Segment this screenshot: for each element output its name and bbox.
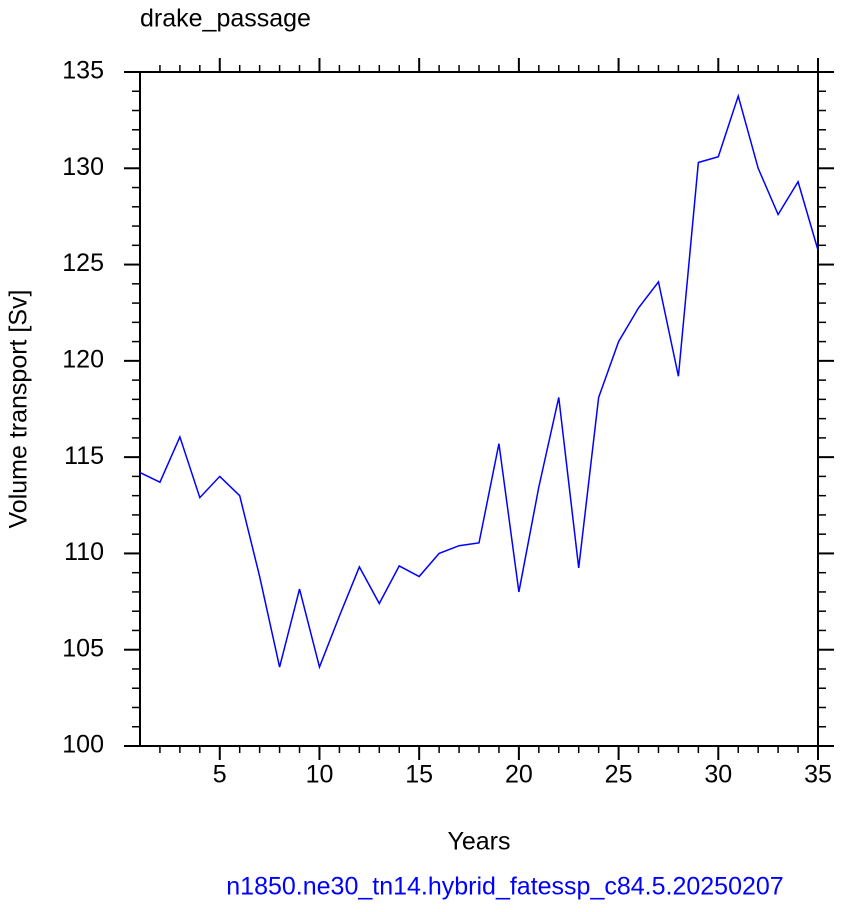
y-axis-label: Volume transport [Sv] bbox=[5, 289, 33, 528]
y-tick-label: 115 bbox=[64, 442, 104, 470]
y-tick-label: 105 bbox=[62, 634, 104, 662]
y-tick-label: 125 bbox=[62, 249, 104, 277]
y-tick-label: 110 bbox=[64, 538, 104, 566]
x-tick-label: 10 bbox=[306, 761, 334, 789]
y-tick-label: 130 bbox=[62, 153, 104, 181]
footer: n1850.ne30_tn14.hybrid_fatessp_c84.5.202… bbox=[226, 873, 783, 901]
data-line bbox=[139, 93, 819, 670]
x-tick-label: 25 bbox=[605, 761, 633, 789]
plot-frame bbox=[139, 71, 819, 747]
x-axis-label: Years bbox=[447, 828, 510, 856]
chart-title: drake_passage bbox=[140, 5, 311, 33]
x-tick-label: 30 bbox=[704, 761, 732, 789]
y-tick-label: 100 bbox=[62, 731, 104, 759]
x-tick-label: 20 bbox=[505, 761, 533, 789]
x-tick-label: 35 bbox=[804, 761, 832, 789]
y-tick-label: 135 bbox=[62, 57, 104, 85]
x-tick-label: 5 bbox=[213, 761, 227, 789]
x-tick-label: 15 bbox=[405, 761, 433, 789]
y-tick-label: 120 bbox=[62, 345, 104, 373]
